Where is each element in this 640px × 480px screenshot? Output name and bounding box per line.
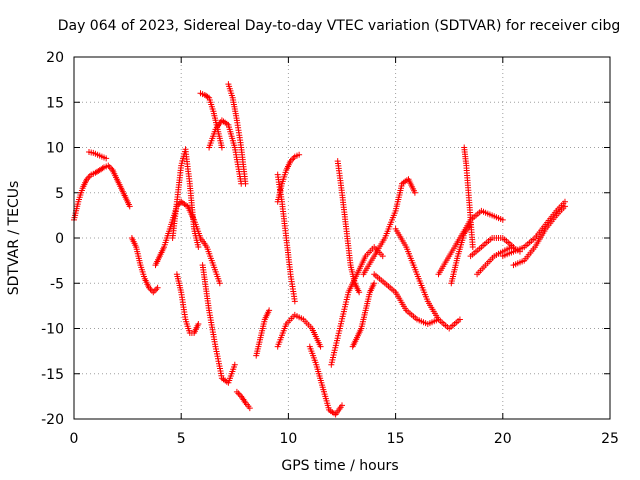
data-markers bbox=[328, 244, 386, 368]
data-markers bbox=[448, 221, 474, 287]
series-track-21 bbox=[349, 280, 378, 350]
data-markers bbox=[499, 198, 568, 260]
series-track-30 bbox=[499, 198, 568, 260]
series-track-14 bbox=[253, 307, 273, 359]
series-track-26 bbox=[448, 221, 474, 287]
data-markers bbox=[306, 343, 345, 418]
plot-area bbox=[71, 81, 568, 418]
series-track-27 bbox=[461, 144, 476, 251]
series-track-19 bbox=[328, 244, 386, 368]
data-markers bbox=[360, 176, 418, 278]
series-track-18 bbox=[306, 343, 345, 418]
series-track-28 bbox=[467, 235, 517, 260]
series-track-23 bbox=[371, 271, 442, 327]
data-markers bbox=[225, 81, 249, 187]
series-track-17 bbox=[274, 311, 324, 350]
data-markers bbox=[371, 271, 442, 327]
y-tick-label: -20 bbox=[41, 412, 64, 428]
series-track-2 bbox=[86, 149, 110, 162]
x-axis-title: GPS time / hours bbox=[281, 458, 398, 474]
data-markers bbox=[178, 198, 223, 287]
plot-border bbox=[73, 56, 611, 420]
series-track-11 bbox=[199, 262, 238, 386]
data-markers bbox=[461, 144, 476, 251]
data-markers bbox=[467, 235, 517, 260]
series-track-16 bbox=[274, 171, 298, 305]
data-markers bbox=[334, 158, 363, 296]
series-track-24 bbox=[392, 225, 463, 332]
series-track-22 bbox=[360, 176, 418, 278]
y-tick-label: 5 bbox=[55, 186, 64, 202]
data-markers bbox=[510, 203, 568, 269]
data-markers bbox=[392, 225, 463, 332]
data-markers bbox=[206, 117, 245, 187]
data-markers bbox=[253, 307, 273, 359]
y-axis-title: SDTVAR / TECUs bbox=[6, 181, 22, 296]
x-tick-label: 10 bbox=[279, 431, 297, 447]
data-markers bbox=[169, 146, 202, 251]
series-track-8 bbox=[178, 198, 223, 287]
data-markers bbox=[173, 271, 202, 336]
series-track-3 bbox=[109, 167, 133, 210]
data-markers bbox=[274, 311, 324, 350]
y-tick-label: -15 bbox=[41, 367, 64, 383]
series-track-4 bbox=[128, 235, 161, 296]
y-tick-label: 0 bbox=[55, 231, 64, 247]
series-track-13 bbox=[233, 388, 253, 412]
y-tick-label: 20 bbox=[46, 50, 64, 66]
series-track-7 bbox=[173, 271, 202, 336]
x-tick-label: 20 bbox=[494, 431, 512, 447]
y-tick-label: -5 bbox=[50, 276, 64, 292]
chart-title: Day 064 of 2023, Sidereal Day-to-day VTE… bbox=[58, 18, 621, 34]
series-track-6 bbox=[169, 146, 202, 251]
x-tick-label: 5 bbox=[177, 431, 186, 447]
tick-labels: 0 5 10 15 20 25 -20 -15 -10 -5 0 5 10 15 20 bbox=[41, 50, 619, 447]
series-track-31 bbox=[510, 203, 568, 269]
data-markers bbox=[86, 149, 110, 162]
data-markers bbox=[349, 280, 378, 350]
data-markers bbox=[128, 235, 161, 296]
series-track-12 bbox=[225, 81, 249, 187]
series-track-10 bbox=[206, 117, 245, 187]
series-track-20 bbox=[334, 158, 363, 296]
data-markers bbox=[109, 167, 133, 210]
data-markers bbox=[233, 388, 253, 412]
data-markers bbox=[199, 262, 238, 386]
data-markers bbox=[274, 171, 298, 305]
y-tick-label: -10 bbox=[41, 322, 64, 338]
x-tick-label: 15 bbox=[387, 431, 405, 447]
x-tick-label: 25 bbox=[601, 431, 619, 447]
y-tick-label: 10 bbox=[46, 141, 64, 157]
x-tick-label: 0 bbox=[70, 431, 79, 447]
y-tick-label: 15 bbox=[46, 95, 64, 111]
